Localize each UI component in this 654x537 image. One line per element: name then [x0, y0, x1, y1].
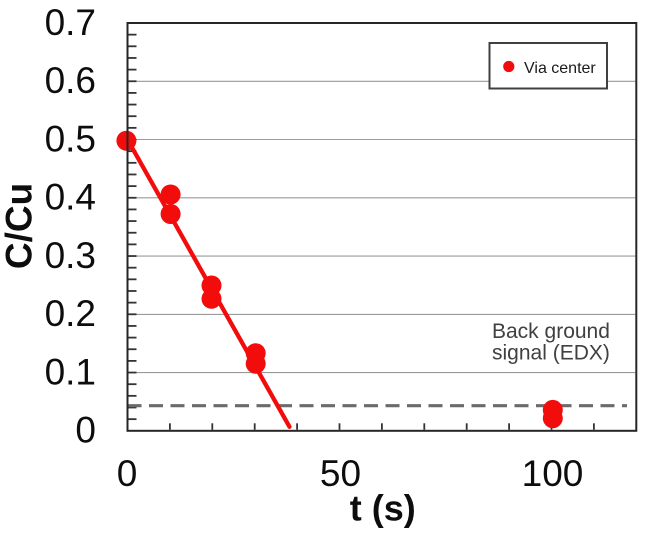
svg-text:Via center: Via center	[524, 60, 596, 77]
svg-text:Back ground: Back ground	[492, 320, 610, 343]
svg-text:0: 0	[75, 410, 96, 451]
svg-text:0.5: 0.5	[45, 118, 96, 159]
svg-text:50: 50	[320, 453, 361, 494]
svg-text:0.4: 0.4	[45, 177, 96, 218]
svg-text:C/Cu: C/Cu	[0, 183, 40, 269]
svg-text:signal (EDX): signal (EDX)	[492, 342, 610, 365]
svg-text:0.7: 0.7	[45, 2, 96, 43]
svg-text:0: 0	[117, 453, 138, 494]
svg-text:0.6: 0.6	[45, 60, 96, 101]
svg-text:t (s): t (s)	[350, 488, 416, 529]
svg-text:0.1: 0.1	[45, 351, 96, 392]
svg-text:100: 100	[522, 453, 584, 494]
svg-text:0.2: 0.2	[45, 293, 96, 334]
svg-text:0.3: 0.3	[45, 235, 96, 276]
